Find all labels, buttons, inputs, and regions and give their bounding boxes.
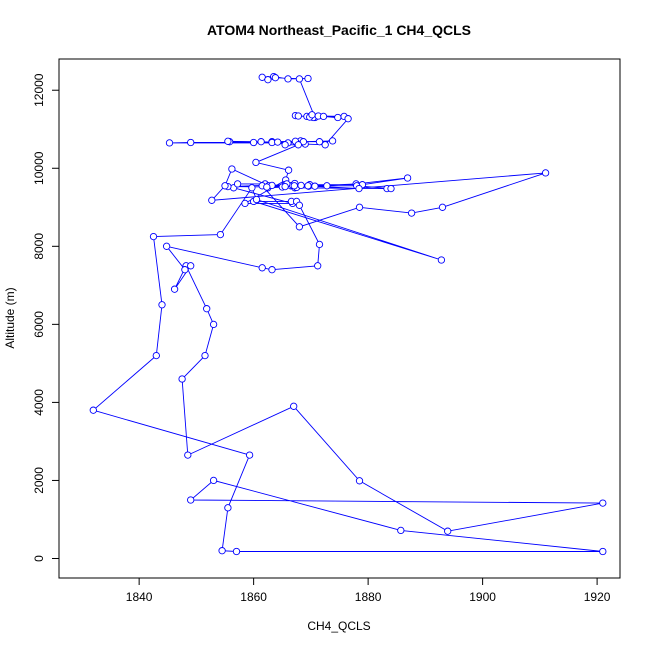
data-point bbox=[224, 137, 232, 145]
data-point bbox=[89, 406, 97, 414]
y-tick-label: 8000 bbox=[32, 233, 46, 260]
data-point bbox=[228, 165, 236, 173]
x-tick-label: 1920 bbox=[584, 590, 611, 604]
chart-title: ATOM4 Northeast_Pacific_1 CH4_QCLS bbox=[207, 22, 471, 38]
data-point bbox=[221, 182, 229, 190]
data-point bbox=[290, 182, 298, 190]
data-point bbox=[304, 182, 312, 190]
data-point bbox=[149, 232, 158, 241]
data-point bbox=[314, 262, 322, 270]
data-point bbox=[599, 499, 607, 507]
data-point bbox=[252, 158, 260, 167]
data-point bbox=[438, 203, 447, 211]
series-line bbox=[92, 76, 603, 552]
y-tick-label: 6000 bbox=[32, 311, 46, 338]
data-point bbox=[355, 203, 364, 211]
data-point bbox=[170, 285, 179, 293]
data-point bbox=[165, 139, 174, 147]
y-tick-label: 10000 bbox=[32, 151, 46, 185]
data-point bbox=[208, 196, 216, 204]
data-point bbox=[407, 209, 416, 217]
data-point bbox=[290, 402, 298, 410]
data-point bbox=[304, 74, 312, 83]
data-point bbox=[281, 141, 289, 149]
data-point bbox=[241, 199, 249, 208]
data-point bbox=[209, 320, 218, 329]
data-point bbox=[311, 182, 319, 190]
series-layer bbox=[89, 72, 607, 556]
data-point bbox=[328, 137, 337, 145]
plot-frame bbox=[58, 58, 621, 579]
data-point bbox=[249, 138, 258, 147]
data-point bbox=[297, 181, 305, 190]
data-point bbox=[355, 184, 363, 193]
data-point bbox=[187, 138, 195, 147]
data-point bbox=[444, 527, 452, 535]
data-point bbox=[274, 138, 282, 146]
y-axis-label: Altitude (m) bbox=[3, 287, 17, 348]
data-point bbox=[294, 112, 302, 120]
data-point bbox=[209, 476, 218, 485]
data-point bbox=[203, 305, 211, 313]
data-point bbox=[541, 169, 550, 177]
x-axis: 1840 1860 1880 1900 1920 bbox=[126, 578, 611, 604]
data-point bbox=[295, 201, 304, 209]
data-point bbox=[263, 183, 271, 191]
data-point bbox=[403, 174, 412, 182]
data-point bbox=[284, 166, 293, 174]
data-point bbox=[233, 180, 242, 188]
data-point bbox=[216, 230, 225, 239]
data-point bbox=[158, 301, 166, 309]
data-point bbox=[295, 75, 304, 83]
data-point bbox=[201, 351, 209, 360]
x-tick-label: 1860 bbox=[240, 590, 267, 604]
data-point bbox=[252, 195, 261, 204]
data-point bbox=[178, 375, 186, 383]
data-point bbox=[321, 141, 329, 149]
y-tick-label: 12000 bbox=[32, 73, 46, 107]
data-point bbox=[184, 451, 192, 459]
data-point bbox=[268, 266, 276, 274]
data-point bbox=[355, 477, 364, 485]
y-tick-label: 4000 bbox=[32, 389, 46, 416]
data-point bbox=[218, 547, 226, 555]
data-point bbox=[294, 141, 302, 149]
data-point bbox=[315, 138, 324, 146]
y-tick-label: 0 bbox=[32, 555, 46, 562]
data-point bbox=[344, 115, 352, 123]
data-point bbox=[232, 547, 241, 556]
data-point bbox=[281, 182, 289, 191]
data-point bbox=[284, 75, 292, 83]
data-point bbox=[264, 76, 272, 84]
data-point bbox=[397, 526, 405, 535]
data-point bbox=[319, 112, 328, 121]
data-point bbox=[181, 266, 189, 274]
data-point bbox=[187, 496, 195, 504]
x-tick-label: 1900 bbox=[469, 590, 496, 604]
data-point bbox=[271, 74, 280, 82]
data-point bbox=[187, 262, 195, 270]
data-point bbox=[295, 223, 304, 231]
y-axis: 0 2000 4000 6000 8000 10000 12000 bbox=[32, 73, 59, 562]
data-point bbox=[257, 138, 265, 146]
data-point bbox=[437, 256, 446, 264]
data-point bbox=[162, 242, 171, 250]
x-tick-label: 1880 bbox=[355, 590, 382, 604]
x-axis-label: CH4_QCLS bbox=[307, 619, 370, 633]
data-point bbox=[334, 113, 342, 122]
data-point bbox=[308, 111, 316, 119]
data-point bbox=[152, 351, 160, 360]
data-point bbox=[258, 264, 266, 272]
y-tick-label: 2000 bbox=[32, 467, 46, 494]
data-point bbox=[245, 451, 254, 459]
data-point bbox=[323, 182, 331, 190]
data-point bbox=[248, 184, 256, 192]
data-point bbox=[599, 547, 607, 556]
x-tick-label: 1840 bbox=[126, 590, 153, 604]
data-point bbox=[315, 240, 324, 249]
data-point bbox=[387, 184, 395, 193]
data-point bbox=[224, 504, 232, 512]
